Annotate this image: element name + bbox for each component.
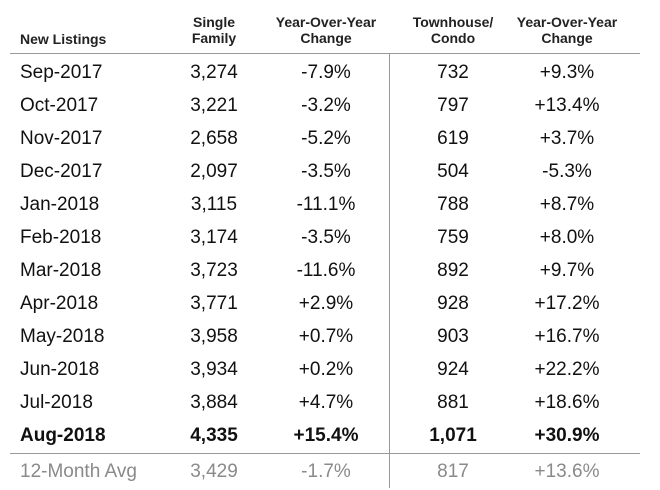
row-townhouse-condo: 928	[437, 293, 469, 314]
summary-divider	[10, 453, 640, 454]
row-single-family: 3,771	[190, 293, 238, 314]
row-month: May-2018	[20, 326, 105, 347]
header-new-listings: New Listings	[20, 31, 106, 47]
row-tc-yoy-change: +13.4%	[534, 95, 600, 116]
row-month: Jan-2018	[20, 194, 100, 215]
table-row: Apr-2018 3,771 +2.9% 928 +17.2%	[0, 287, 660, 320]
row-single-family: 3,115	[190, 194, 238, 215]
header-line: Single	[192, 14, 235, 30]
row-tc-yoy-change: +18.6%	[534, 392, 600, 413]
row-single-family: 2,658	[190, 128, 238, 149]
row-sf-yoy-change: +15.4%	[293, 425, 359, 446]
header-line: Year-Over-Year	[516, 14, 618, 30]
row-single-family: 3,174	[190, 227, 238, 248]
row-month: Feb-2018	[20, 227, 102, 248]
row-townhouse-condo: 788	[437, 194, 469, 215]
table-row: Oct-2017 3,221 -3.2% 797 +13.4%	[0, 89, 660, 122]
row-townhouse-condo: 797	[437, 95, 469, 116]
row-townhouse-condo: 903	[437, 326, 469, 347]
header-line: Townhouse/	[412, 14, 494, 30]
row-tc-yoy-change: +13.6%	[534, 461, 600, 482]
header-line: Condo	[430, 30, 476, 46]
row-tc-yoy-change: +16.7%	[534, 326, 600, 347]
row-sf-yoy-change: -7.9%	[301, 62, 351, 83]
row-sf-yoy-change: -5.2%	[301, 128, 351, 149]
row-month: Mar-2018	[20, 260, 102, 281]
row-tc-yoy-change: -5.3%	[542, 161, 592, 182]
table-row: Nov-2017 2,658 -5.2% 619 +3.7%	[0, 122, 660, 155]
row-sf-yoy-change: -3.5%	[301, 161, 351, 182]
row-sf-yoy-change: +0.2%	[298, 359, 354, 380]
row-month: 12-Month Avg	[20, 461, 137, 482]
table-row: Sep-2017 3,274 -7.9% 732 +9.3%	[0, 56, 660, 89]
row-single-family: 3,274	[190, 62, 238, 83]
row-sf-yoy-change: -3.2%	[301, 95, 351, 116]
row-tc-yoy-change: +8.0%	[539, 227, 595, 248]
row-month: Sep-2017	[20, 62, 103, 83]
row-townhouse-condo: 817	[437, 461, 469, 482]
row-sf-yoy-change: -11.6%	[296, 260, 356, 281]
row-sf-yoy-change: +0.7%	[298, 326, 354, 347]
row-month: Jul-2018	[20, 392, 93, 413]
row-single-family: 3,958	[190, 326, 238, 347]
row-townhouse-condo: 504	[437, 161, 469, 182]
table-row: Mar-2018 3,723 -11.6% 892 +9.7%	[0, 254, 660, 287]
header-townhouse-condo: Townhouse/Condo	[383, 14, 523, 46]
header-sf-yoy-change: Year-Over-Year Change	[256, 14, 396, 46]
row-townhouse-condo: 892	[437, 260, 469, 281]
row-townhouse-condo: 759	[437, 227, 469, 248]
row-townhouse-condo: 732	[437, 62, 469, 83]
row-single-family: 3,934	[190, 359, 238, 380]
row-townhouse-condo: 1,071	[429, 425, 477, 446]
row-sf-yoy-change: +2.9%	[298, 293, 354, 314]
row-single-family: 3,221	[190, 95, 238, 116]
row-tc-yoy-change: +30.9%	[534, 425, 600, 446]
table-row: Jun-2018 3,934 +0.2% 924 +22.2%	[0, 353, 660, 386]
row-single-family: 3,723	[190, 260, 238, 281]
row-tc-yoy-change: +8.7%	[539, 194, 595, 215]
highlight-row: Aug-2018 4,335 +15.4% 1,071 +30.9%	[0, 419, 660, 452]
row-sf-yoy-change: -1.7%	[301, 461, 351, 482]
table-row: Jul-2018 3,884 +4.7% 881 +18.6%	[0, 386, 660, 419]
row-month: Dec-2017	[20, 161, 103, 182]
header-single-family: Single Family	[144, 14, 284, 46]
row-tc-yoy-change: +17.2%	[534, 293, 600, 314]
header-divider	[10, 53, 640, 54]
header-line: Year-Over-Year	[275, 14, 377, 30]
row-single-family: 2,097	[190, 161, 238, 182]
row-tc-yoy-change: +9.3%	[539, 62, 595, 83]
header-line: Change	[300, 30, 352, 46]
row-month: Jun-2018	[20, 359, 100, 380]
header-line: Change	[541, 30, 593, 46]
row-tc-yoy-change: +3.7%	[539, 128, 595, 149]
row-sf-yoy-change: +4.7%	[298, 392, 354, 413]
row-month: Nov-2017	[20, 128, 103, 149]
header-tc-yoy-change: Year-Over-Year Change	[497, 14, 637, 46]
table-row: Feb-2018 3,174 -3.5% 759 +8.0%	[0, 221, 660, 254]
row-townhouse-condo: 619	[437, 128, 469, 149]
table-row: Dec-2017 2,097 -3.5% 504 -5.3%	[0, 155, 660, 188]
table-row: May-2018 3,958 +0.7% 903 +16.7%	[0, 320, 660, 353]
row-month: Aug-2018	[20, 425, 106, 446]
header-line: New Listings	[20, 31, 107, 47]
summary-row: 12-Month Avg 3,429 -1.7% 817 +13.6%	[0, 455, 660, 488]
table-row: Jan-2018 3,115 -11.1% 788 +8.7%	[0, 188, 660, 221]
row-tc-yoy-change: +22.2%	[534, 359, 600, 380]
row-sf-yoy-change: -11.1%	[296, 194, 356, 215]
row-month: Apr-2018	[20, 293, 99, 314]
row-single-family: 4,335	[190, 425, 238, 446]
row-tc-yoy-change: +9.7%	[539, 260, 595, 281]
header-line: Family	[191, 30, 237, 46]
row-sf-yoy-change: -3.5%	[301, 227, 351, 248]
row-single-family: 3,429	[190, 461, 238, 482]
row-month: Oct-2017	[20, 95, 99, 116]
row-townhouse-condo: 881	[437, 392, 469, 413]
row-single-family: 3,884	[190, 392, 238, 413]
column-group-divider	[389, 53, 390, 488]
row-townhouse-condo: 924	[437, 359, 469, 380]
